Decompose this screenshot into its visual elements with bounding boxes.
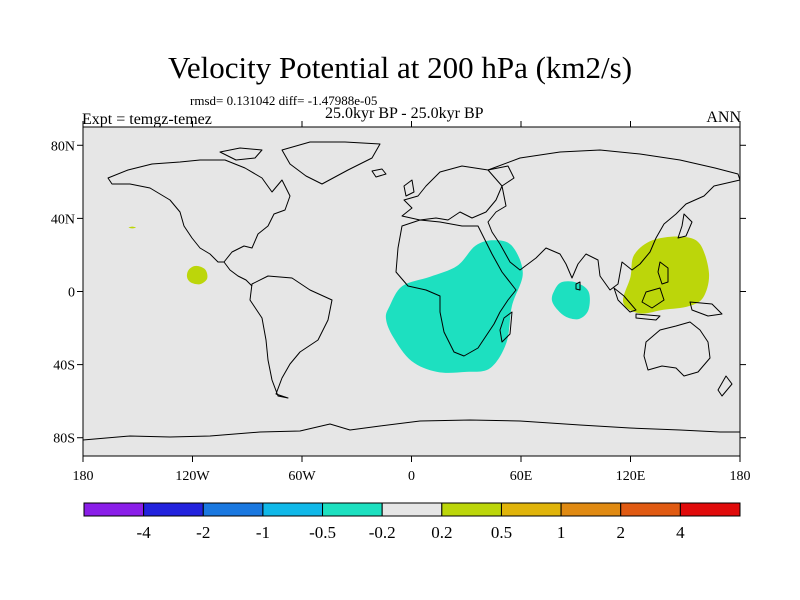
coast-arctic-islands bbox=[219, 147, 263, 161]
x-tick-label: 120W bbox=[175, 469, 210, 484]
colorbar-swatch bbox=[620, 502, 681, 517]
experiment-label: Expt = temgz-temez bbox=[82, 111, 212, 128]
anomaly-indian-ocean-negative bbox=[551, 281, 590, 320]
y-tick-label: 40N bbox=[51, 212, 75, 227]
coast-japan bbox=[677, 213, 693, 239]
map-title: Velocity Potential at 200 hPa (km2/s) bbox=[167, 50, 633, 85]
colorbar-label: 2 bbox=[616, 523, 625, 542]
colorbar-swatch bbox=[143, 502, 204, 517]
colorbar-label: -4 bbox=[137, 523, 152, 542]
colorbar-label: -1 bbox=[256, 523, 270, 542]
y-tick-label: 0 bbox=[68, 286, 75, 301]
anomaly-north-pacific-speck bbox=[128, 226, 136, 229]
colorbar-label: -0.5 bbox=[309, 523, 336, 542]
colorbar-swatch bbox=[441, 502, 502, 517]
x-tick-label: 60W bbox=[288, 469, 316, 484]
colorbar-label: -2 bbox=[196, 523, 210, 542]
y-tick-label: 40S bbox=[53, 359, 75, 374]
x-tick-label: 120E bbox=[616, 469, 646, 484]
colorbar-label: 0.5 bbox=[491, 523, 512, 542]
colorbar-swatch bbox=[83, 502, 145, 517]
colorbar-swatch bbox=[500, 502, 562, 517]
coast-philippines bbox=[657, 261, 669, 285]
coast-madagascar bbox=[499, 311, 513, 343]
y-tick-label: 80N bbox=[51, 139, 75, 154]
coast-greenland bbox=[281, 141, 381, 185]
y-tick-label: 80S bbox=[53, 432, 75, 447]
coast-antarctica bbox=[82, 419, 740, 441]
colorbar-swatch bbox=[322, 502, 383, 517]
colorbar: -4 -2 -1 -0.5 -0.2 0.2 0.5 1 2 4 bbox=[83, 502, 741, 542]
coastlines bbox=[82, 141, 741, 441]
coast-africa bbox=[395, 219, 517, 357]
anomaly-east-pacific-positive bbox=[186, 265, 208, 285]
coast-british-isles bbox=[403, 179, 415, 197]
coast-new-zealand bbox=[717, 375, 733, 397]
coast-central-america bbox=[223, 261, 253, 287]
coast-asia bbox=[487, 149, 741, 291]
colorbar-label: 0.2 bbox=[431, 523, 452, 542]
coast-north-america bbox=[107, 159, 291, 263]
coast-borneo bbox=[641, 287, 665, 309]
colorbar-swatch bbox=[381, 502, 443, 517]
colorbar-swatch bbox=[202, 502, 264, 517]
x-tick-label: 60E bbox=[510, 469, 533, 484]
colorbar-label: 4 bbox=[676, 523, 685, 542]
anomaly-africa-negative bbox=[385, 240, 523, 373]
colorbar-swatch bbox=[679, 502, 741, 517]
coast-europe bbox=[401, 165, 515, 221]
rmsd-subtitle: rmsd= 0.131042 diff= -1.47988e-05 bbox=[190, 93, 378, 108]
coast-java bbox=[635, 313, 661, 321]
coast-sri-lanka bbox=[575, 281, 581, 291]
colorbar-swatch bbox=[262, 502, 324, 517]
coast-south-america bbox=[249, 275, 333, 399]
coast-new-guinea bbox=[689, 301, 723, 317]
period-label: 25.0kyr BP - 25.0kyr BP bbox=[325, 105, 484, 122]
colorbar-label: -0.2 bbox=[369, 523, 396, 542]
coast-sumatra bbox=[613, 287, 637, 313]
x-tick-label: 180 bbox=[730, 469, 751, 484]
colorbar-label: 1 bbox=[557, 523, 566, 542]
season-label: ANN bbox=[706, 109, 741, 126]
colorbar-swatch bbox=[560, 502, 622, 517]
coast-australia bbox=[643, 321, 711, 377]
x-tick-label: 0 bbox=[408, 469, 415, 484]
x-tick-label: 180 bbox=[73, 469, 94, 484]
map-axes: 180 120W 60W 0 60E 120E 180 80N 40N 0 40S 80S bbox=[51, 121, 751, 484]
coast-iceland bbox=[371, 168, 387, 178]
